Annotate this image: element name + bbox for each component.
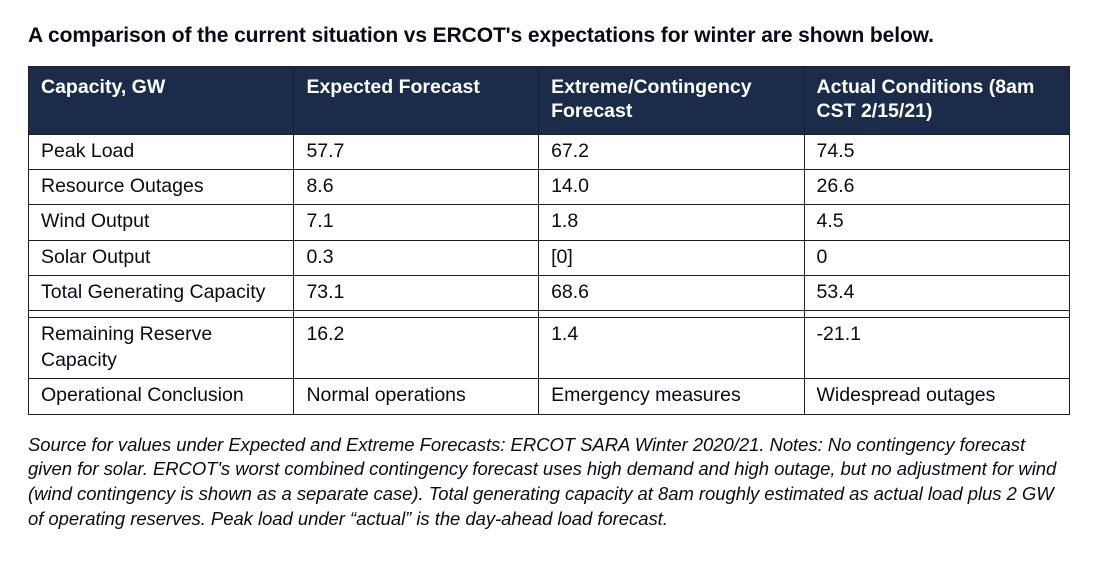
row-actual: Widespread outages [804,379,1069,414]
row-extreme: Emergency measures [539,379,804,414]
table-header-row: Capacity, GW Expected Forecast Extreme/C… [29,67,1070,135]
table-row: Resource Outages 8.6 14.0 26.6 [29,170,1070,205]
row-actual: 74.5 [804,134,1069,169]
page: A comparison of the current situation vs… [0,0,1098,552]
row-expected: 57.7 [294,134,539,169]
row-label: Wind Output [29,205,294,240]
row-expected: 0.3 [294,240,539,275]
group-divider [29,311,1070,318]
row-expected: 73.1 [294,276,539,311]
row-extreme: 1.4 [539,318,804,379]
table-row: Remaining Reserve Capacity 16.2 1.4 -21.… [29,318,1070,379]
row-extreme: 14.0 [539,170,804,205]
table-row: Solar Output 0.3 [0] 0 [29,240,1070,275]
row-extreme: 1.8 [539,205,804,240]
row-actual: 4.5 [804,205,1069,240]
row-extreme: 68.6 [539,276,804,311]
page-title: A comparison of the current situation vs… [28,24,1070,48]
table-body: Peak Load 57.7 67.2 74.5 Resource Outage… [29,134,1070,414]
capacity-table: Capacity, GW Expected Forecast Extreme/C… [28,66,1070,415]
row-expected: 16.2 [294,318,539,379]
col-header-extreme: Extreme/Contingency Forecast [539,67,804,135]
row-expected: Normal operations [294,379,539,414]
row-label: Peak Load [29,134,294,169]
col-header-actual: Actual Conditions (8am CST 2/15/21) [804,67,1069,135]
table-row: Operational Conclusion Normal operations… [29,379,1070,414]
row-label: Resource Outages [29,170,294,205]
footnote: Source for values under Expected and Ext… [28,433,1070,533]
table-row: Total Generating Capacity 73.1 68.6 53.4 [29,276,1070,311]
row-expected: 7.1 [294,205,539,240]
row-actual: 53.4 [804,276,1069,311]
col-header-capacity: Capacity, GW [29,67,294,135]
row-expected: 8.6 [294,170,539,205]
row-extreme: [0] [539,240,804,275]
row-label: Remaining Reserve Capacity [29,318,294,379]
table-row: Peak Load 57.7 67.2 74.5 [29,134,1070,169]
col-header-expected: Expected Forecast [294,67,539,135]
row-extreme: 67.2 [539,134,804,169]
table-row: Wind Output 7.1 1.8 4.5 [29,205,1070,240]
row-actual: -21.1 [804,318,1069,379]
row-label: Total Generating Capacity [29,276,294,311]
row-actual: 26.6 [804,170,1069,205]
row-label: Solar Output [29,240,294,275]
row-actual: 0 [804,240,1069,275]
row-label: Operational Conclusion [29,379,294,414]
